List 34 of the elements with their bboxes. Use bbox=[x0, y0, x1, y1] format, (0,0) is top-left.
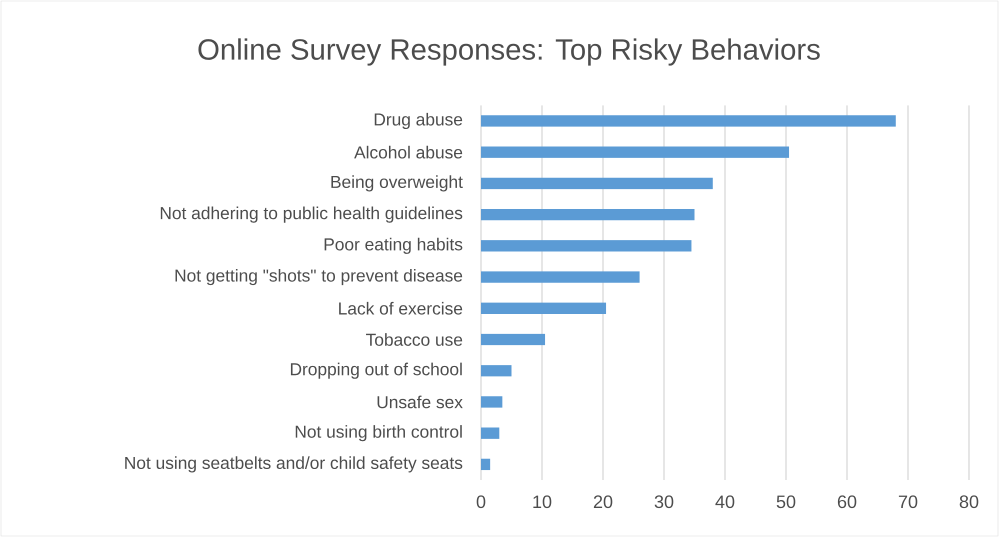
bar bbox=[481, 115, 896, 127]
y-tick-label: Poor eating habits bbox=[324, 238, 462, 254]
bar bbox=[481, 458, 490, 470]
y-tick-label: Not adhering to public health guidelines bbox=[160, 206, 462, 223]
x-tick-label: 10 bbox=[533, 495, 552, 508]
y-tick-label: Alcohol abuse bbox=[354, 146, 462, 159]
x-tick-label: 40 bbox=[715, 495, 734, 508]
y-tick-label: Lack of exercise bbox=[339, 302, 462, 315]
x-tick-label: 50 bbox=[776, 495, 796, 508]
x-tick-label: 60 bbox=[838, 495, 856, 508]
x-tick-label: 30 bbox=[654, 495, 674, 508]
chart-title: Online Survey Responses: Top Risky Behaviors bbox=[198, 38, 820, 66]
x-tick-label: 70 bbox=[898, 495, 918, 508]
bar bbox=[481, 178, 713, 190]
y-tick-label: Not getting "shots" to prevent disease bbox=[176, 268, 462, 286]
bar bbox=[481, 428, 500, 439]
x-tick-label: 20 bbox=[594, 495, 612, 508]
y-tick-label: Unsafe sex bbox=[378, 396, 463, 408]
x-tick-label: 80 bbox=[960, 495, 978, 508]
y-tick-label: Being overweight bbox=[331, 175, 463, 192]
y-tick-label: Dropping out of school bbox=[290, 362, 462, 379]
bar bbox=[481, 396, 502, 408]
y-tick-label: Drug abuse bbox=[374, 112, 462, 130]
y-tick-label: Not using seatbelts and/or child safety seats bbox=[125, 456, 462, 472]
x-tick-label: 0 bbox=[476, 495, 486, 508]
bar bbox=[481, 302, 606, 314]
bar bbox=[481, 334, 546, 346]
bar bbox=[481, 240, 692, 252]
bar bbox=[481, 146, 790, 158]
bar bbox=[481, 208, 694, 220]
bar bbox=[481, 271, 640, 283]
y-tick-label: Tobacco use bbox=[366, 333, 462, 346]
y-tick-label: Not using birth control bbox=[296, 425, 462, 442]
bar bbox=[481, 365, 512, 376]
